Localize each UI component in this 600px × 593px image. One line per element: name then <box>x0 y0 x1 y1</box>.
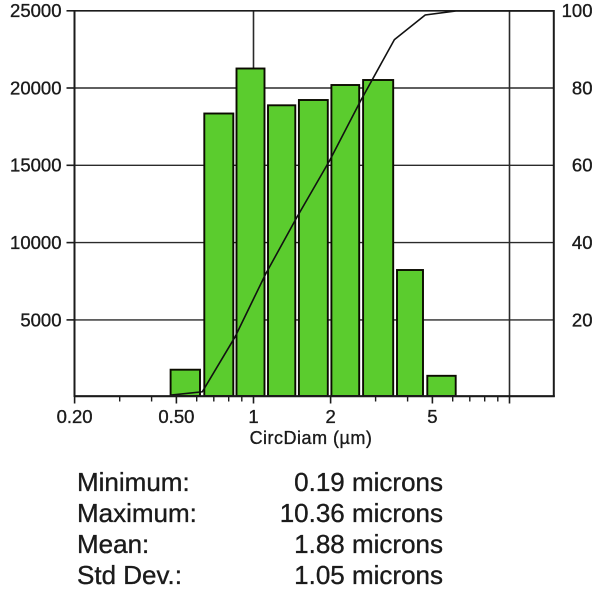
svg-text:10000: 10000 <box>10 232 61 253</box>
svg-text:15000: 15000 <box>10 155 61 176</box>
svg-text:5000: 5000 <box>20 309 61 330</box>
svg-text:1.88 microns: 1.88 microns <box>294 529 443 559</box>
svg-text:Minimum:: Minimum: <box>77 467 190 497</box>
svg-text:20: 20 <box>572 309 593 330</box>
svg-text:2: 2 <box>325 406 335 427</box>
svg-text:0.19 microns: 0.19 microns <box>294 467 443 497</box>
svg-text:0.50: 0.50 <box>158 406 194 427</box>
svg-text:80: 80 <box>572 77 593 98</box>
svg-text:10.36 microns: 10.36 microns <box>280 498 443 528</box>
svg-text:Std Dev.:: Std Dev.: <box>77 560 182 590</box>
svg-text:5: 5 <box>427 406 437 427</box>
svg-text:Maximum:: Maximum: <box>77 498 197 528</box>
svg-text:20000: 20000 <box>10 77 61 98</box>
svg-text:CircDiam (µm): CircDiam (µm) <box>250 428 373 448</box>
svg-text:Mean:: Mean: <box>77 529 149 559</box>
svg-text:1.05 microns: 1.05 microns <box>294 560 443 590</box>
svg-text:1: 1 <box>248 406 258 427</box>
svg-text:0.20: 0.20 <box>57 406 93 427</box>
svg-text:60: 60 <box>572 155 593 176</box>
svg-text:100: 100 <box>562 0 593 21</box>
svg-text:25000: 25000 <box>10 0 61 21</box>
svg-text:40: 40 <box>572 232 593 253</box>
